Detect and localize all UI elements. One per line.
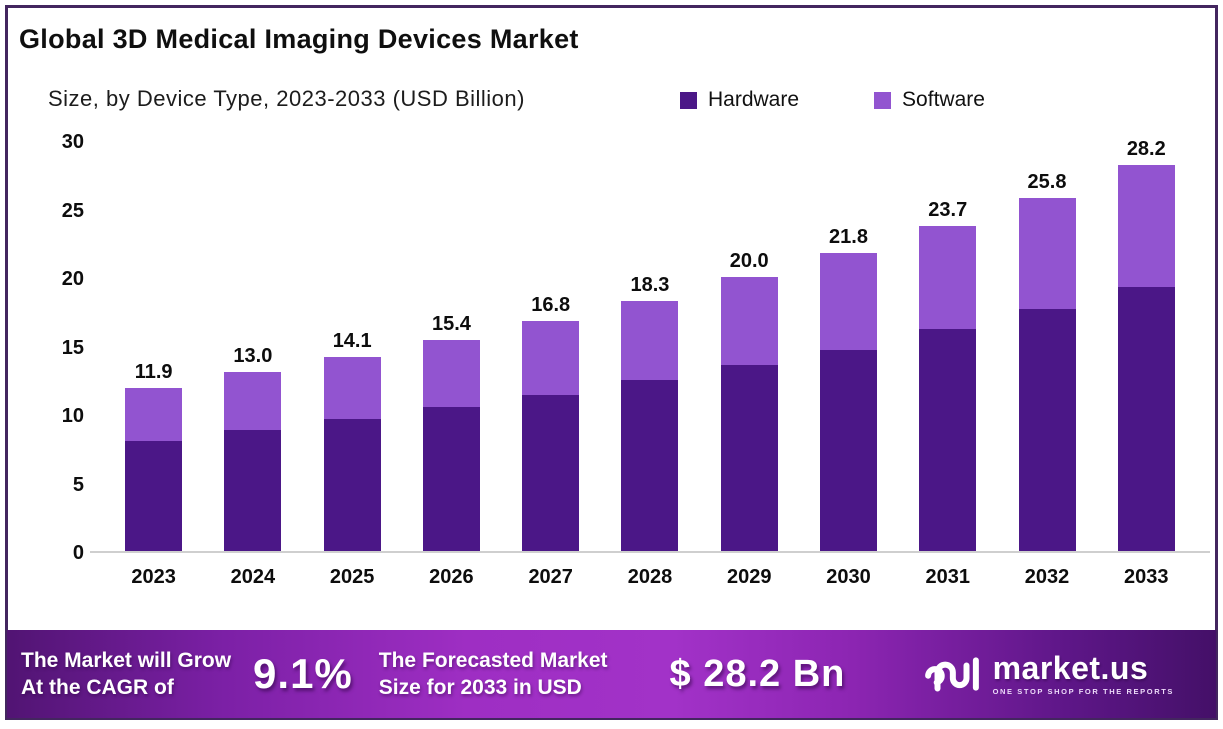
bar-segment-software: [1117, 165, 1175, 287]
x-axis-labels: 2023 2024 2025 2026 2027 2028 2029 2030 2031 2032…: [90, 566, 1210, 589]
bar-segment-hardware: [720, 365, 778, 551]
bar-total-label: 18.3: [630, 274, 670, 296]
bar-group: 13.0: [224, 345, 282, 551]
y-axis-tick: 15: [61, 336, 84, 359]
bar-group: 15.4: [422, 313, 480, 551]
bar-total-label: 13.0: [233, 345, 273, 367]
y-axis-tick: 5: [72, 473, 84, 496]
bar-total-label: 28.2: [1126, 138, 1166, 160]
bar-segment-software: [125, 388, 183, 441]
bar-segment-software: [819, 253, 877, 350]
x-axis-label: 2030: [826, 566, 871, 588]
chart-frame: Global 3D Medical Imaging Devices Market…: [5, 5, 1218, 720]
x-axis-label: 2032: [1024, 566, 1070, 588]
legend: Hardware Software: [680, 88, 985, 112]
bar-group: 18.3: [621, 274, 679, 551]
bar-total-label: 15.4: [431, 313, 471, 335]
cagr-label-line2: At the CAGR of: [21, 676, 174, 699]
brand-name: market.us: [992, 650, 1149, 687]
bar-segment-software: [323, 357, 381, 419]
software-swatch-icon: [874, 91, 892, 109]
forecast-value: $ 28.2 Bn: [669, 652, 846, 695]
bar-segment-hardware: [1018, 309, 1076, 551]
x-axis-label: 2031: [925, 566, 971, 588]
x-axis-label: 2033: [1124, 566, 1169, 588]
legend-label-software: Software: [902, 88, 985, 111]
hardware-swatch-icon: [680, 91, 697, 109]
bar-group: 20.0: [720, 250, 778, 551]
bar-segment-hardware: [224, 430, 282, 551]
bar-segment-software: [720, 277, 778, 365]
bar-segment-hardware: [621, 380, 679, 551]
bar-group: 11.9: [125, 361, 183, 551]
x-axis-label: 2028: [627, 566, 673, 588]
bar-segment-software: [919, 226, 977, 329]
y-axis-tick: 25: [61, 199, 84, 222]
forecast-label-line1: The Forecasted Market: [378, 648, 608, 672]
plot-area: 11.9 13.0 14.1 15.4 16.8 18.3 20.0 21.8 23.7 25.8…: [90, 138, 1210, 553]
bar-segment-software: [422, 340, 480, 407]
legend-item-software: Software: [874, 88, 985, 112]
bar-group: 14.1: [323, 330, 381, 551]
x-axis-label: 2026: [429, 566, 474, 588]
bar-total-label: 16.8: [531, 294, 571, 316]
cagr-label-line1: The Market will Grow: [21, 648, 232, 672]
bar-segment-software: [522, 321, 580, 395]
x-axis-label: 2023: [131, 566, 176, 588]
y-axis-tick: 10: [61, 405, 84, 427]
bar-segment-hardware: [819, 350, 877, 551]
bar-group: 21.8: [819, 226, 877, 551]
bar-segment-hardware: [323, 419, 381, 551]
cagr-label: The Market will Grow At the CAGR of: [21, 647, 231, 702]
bar-total-label: 14.1: [332, 330, 372, 352]
bar-group: 16.8: [522, 294, 580, 551]
y-axis: 0 5 10 15 20 25 30: [36, 132, 84, 563]
bar-segment-software: [621, 301, 679, 380]
brand-text: market.us ONE STOP SHOP FOR THE REPORTS: [993, 652, 1174, 696]
bar-segment-hardware: [522, 395, 580, 551]
forecast-label-line2: Size for 2033 in USD: [378, 676, 582, 699]
cagr-value: 9.1%: [253, 650, 353, 697]
x-axis-label: 2024: [230, 566, 276, 588]
bar-group: 28.2: [1117, 138, 1175, 551]
bar-segment-hardware: [125, 441, 183, 551]
marketus-logo-icon: [924, 657, 979, 692]
bar-total-label: 23.7: [928, 199, 968, 221]
bar-segment-hardware: [1117, 287, 1175, 551]
y-axis-tick: 0: [72, 542, 84, 564]
bar-total-label: 25.8: [1027, 171, 1067, 193]
x-axis-label: 2029: [726, 566, 772, 588]
bar-segment-software: [1018, 198, 1076, 309]
footer-banner: The Market will Grow At the CAGR of 9.1%…: [7, 630, 1216, 718]
forecast-label: The Forecasted Market Size for 2033 in U…: [379, 647, 608, 702]
x-axis-label: 2025: [329, 566, 375, 588]
x-axis-label: 2027: [528, 566, 573, 588]
bar-total-label: 21.8: [829, 226, 868, 248]
y-axis-tick: 30: [61, 131, 84, 153]
legend-label-hardware: Hardware: [708, 88, 800, 111]
bar-segment-hardware: [422, 407, 480, 551]
bar-segment-hardware: [919, 329, 977, 551]
brand-tagline: ONE STOP SHOP FOR THE REPORTS: [992, 687, 1174, 697]
bar-total-label: 11.9: [134, 361, 173, 383]
bar-segment-software: [224, 372, 282, 430]
legend-item-hardware: Hardware: [680, 88, 799, 112]
bar-total-label: 20.0: [729, 250, 769, 272]
bar-group: 25.8: [1018, 171, 1076, 551]
y-axis-tick: 20: [61, 268, 84, 290]
chart-subtitle: Size, by Device Type, 2023-2033 (USD Bil…: [48, 86, 525, 111]
page-title: Global 3D Medical Imaging Devices Market: [19, 24, 579, 54]
bar-group: 23.7: [919, 199, 977, 551]
marketus-logo: market.us ONE STOP SHOP FOR THE REPORTS: [923, 651, 1174, 697]
